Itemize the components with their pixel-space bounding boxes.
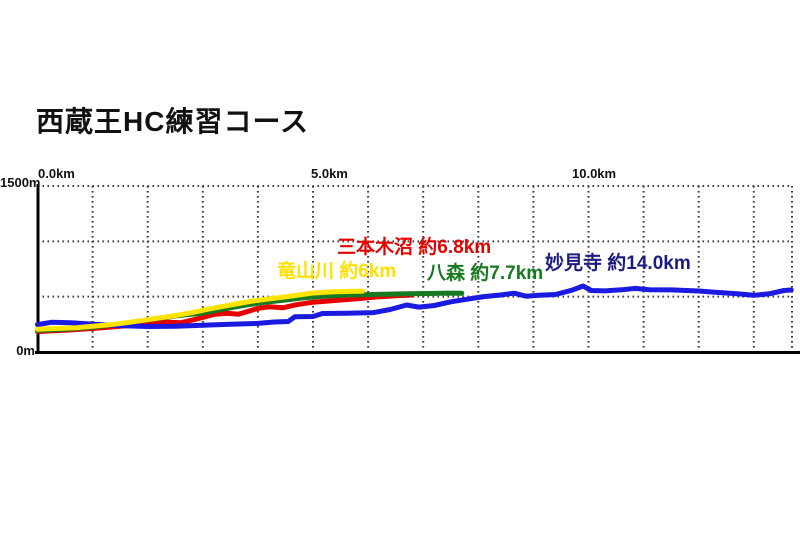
series-label-hachimori: 八森 約7.7km — [427, 263, 544, 284]
series-label-myokenji: 妙見寺 約14.0km — [545, 253, 691, 274]
chart-title: 西蔵王HC練習コース — [36, 106, 310, 137]
y-axis-tick-0m: 0m — [16, 343, 35, 358]
series-label-sanbongi-numa: 三本木沼 約6.8km — [337, 237, 492, 258]
route-line-0 — [35, 288, 366, 332]
y-axis-tick-1500m: 1500m — [0, 175, 41, 190]
route-line-3 — [35, 283, 794, 329]
x-axis-tick-10km: 10.0km — [572, 166, 617, 181]
x-axis-tick-0km: 0.0km — [38, 166, 75, 181]
x-axis-tick-5km: 5.0km — [311, 166, 348, 181]
series-label-tatsuyamagawa: 竜山川 約6km — [277, 261, 397, 282]
